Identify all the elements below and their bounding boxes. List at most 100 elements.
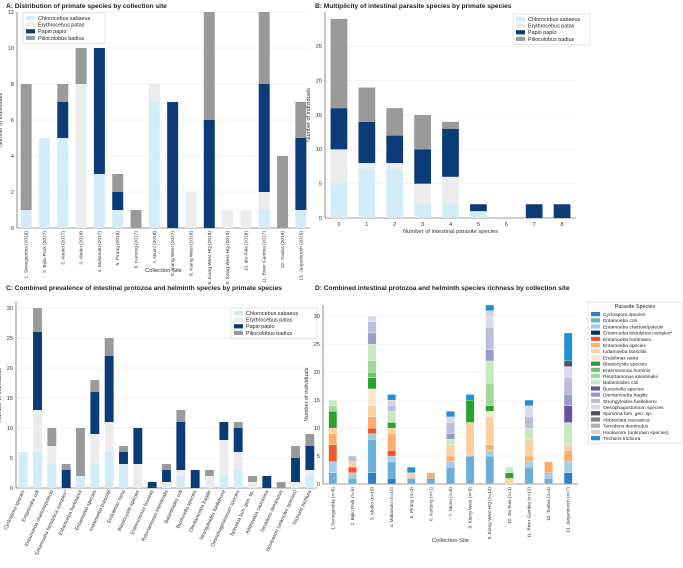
bar-segment [563,332,573,362]
legend-swatch [591,312,600,317]
bar-segment [162,482,171,488]
legend-swatch [591,411,600,416]
bar-segment [485,304,494,311]
legend-label: Endolimax nana [603,355,638,361]
x-tick-label: 9. Kiang West HQ (n=12) [487,487,492,540]
x-tick-label: 3 [421,222,424,228]
bar-segment [305,434,315,446]
bar-segment [104,422,114,452]
bar-segment [328,461,338,473]
bar-segment [524,461,534,468]
legend-swatch [591,386,600,391]
bar-segment [485,455,494,485]
bar-segment [133,464,143,488]
bar-segment [470,211,487,218]
legend-label: Chlorocebus sabaeus [38,16,90,22]
bar-segment [219,440,229,476]
bar-segment [330,108,348,150]
bar-segment [446,422,455,434]
bar-segment [119,446,128,452]
panel-b: B: Multiplicity of intestinal parasite s… [306,3,591,235]
bar-segment [358,163,376,170]
y-tick-label: 0 [319,216,322,222]
bar-segment [176,410,186,422]
bar-segment [524,405,534,417]
x-tick-label: 8. Kiang West (2017) [170,231,176,276]
legend-swatch [591,318,600,323]
bar-segment [485,444,494,451]
y-tick-label: 5 [10,456,13,462]
x-tick-label: 12. Toubia (2019) [280,231,286,269]
legend-label: Piliocolobus badius [528,37,574,43]
bar-segment [330,149,348,184]
legend-swatch [591,380,600,385]
chart-title: D: Combined intestinal protozoa and helm… [315,285,570,292]
x-tick-label: 3. Abuko (2017) [60,231,66,265]
legend-label: Papio papio [38,29,66,35]
bar-segment [90,464,100,488]
legend-swatch [234,317,243,322]
x-tick-label: 8. Kiang West (2018) [188,231,194,276]
bar-segment [446,439,455,445]
x-tick-label: 6. Kartong (n=1) [428,487,433,521]
bar-segment [276,482,286,488]
bar-segment [367,377,377,390]
legend-title: Parasite Species [615,304,656,310]
bar-segment [386,169,404,218]
bar-segment [505,472,514,479]
legend-label: Ternidens deminutus [603,424,649,430]
bar-segment [485,316,494,328]
x-tick-label: 11. River Gambia (n=12) [526,487,531,539]
y-axis-label: Number of individuals [306,88,312,142]
x-tick-label: 4. Makasutu (n=10) [389,487,394,528]
bar-segment [258,192,270,210]
legend-label: Trichuris trichiura [603,436,641,442]
bar-segment [387,461,396,479]
x-tick-label: 3. Abuko (2018) [79,231,85,265]
x-tick-label: 7. Niumi (n=8) [448,487,453,517]
bar-segment [446,455,455,462]
bar-segment [20,84,32,210]
bar-segment [112,174,124,192]
bar-segment [485,416,494,445]
legend-label: Oesophagostomum species [603,405,664,411]
legend-label: Iodamoeba butschlii [603,349,647,355]
bar-segment [233,428,243,452]
bar-segment [485,310,494,317]
legend-swatch [591,349,600,354]
bar-segment [524,439,534,457]
bar-segment [563,405,573,423]
bar-segment [348,478,357,485]
bar-segment [367,344,377,362]
x-tick-label: 2. Bijilo Park (n=5) [350,487,355,526]
x-tick-label: 9. Kiang West HQ (2019) [225,231,231,285]
bar-segment [348,461,357,468]
bar-segment [442,121,459,129]
x-tick-label: 7 [533,222,536,228]
legend-swatch [591,392,600,397]
x-tick-label: 5. Pirang (2018) [115,231,121,266]
bar-segment [233,470,243,488]
x-tick-label: 10. dio Fula (n=1) [507,487,512,524]
legend-swatch [591,355,600,360]
bar-segment [291,446,300,458]
y-axis-label: Number of Individuals [0,93,4,147]
bar-segment [358,121,376,164]
bar-segment [367,316,377,322]
y-tick-label: 25 [314,342,320,348]
bar-segment [328,472,338,485]
x-tick-label: 0 [337,222,340,228]
bar-segment [348,455,357,462]
bar-segment [33,452,42,488]
bar-segment [112,210,124,228]
bar-segment [367,372,377,378]
legend-label: Papio papio [246,324,274,330]
x-tick-label: 2. Bijilo Park (2017) [42,231,48,273]
bar-segment [47,464,57,488]
bar-segment [328,399,338,406]
bar-segment [544,472,553,479]
bar-segment [33,410,42,452]
bar-segment [525,204,543,218]
bar-segment [167,102,179,228]
